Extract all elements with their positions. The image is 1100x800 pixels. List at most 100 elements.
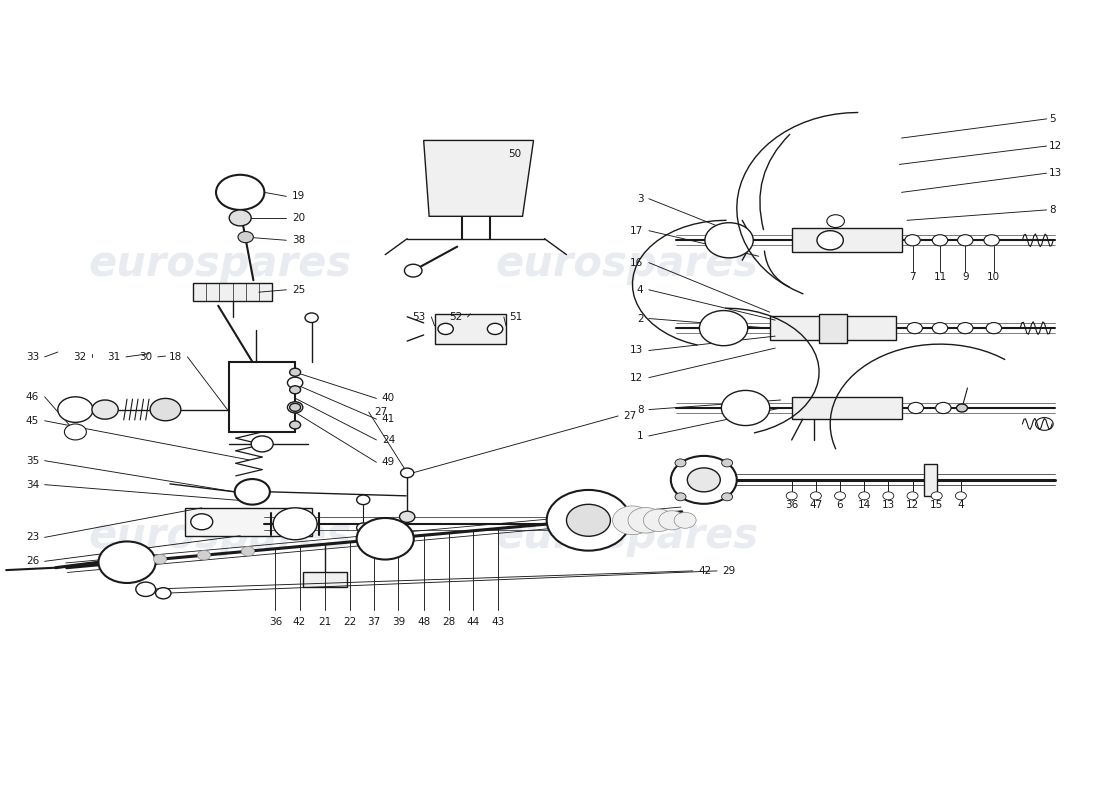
Circle shape	[905, 234, 921, 246]
Text: 10: 10	[988, 272, 1000, 282]
Text: 53: 53	[412, 312, 426, 322]
Text: 39: 39	[392, 617, 405, 627]
Circle shape	[487, 323, 503, 334]
Text: 34: 34	[26, 480, 40, 490]
Text: 52: 52	[449, 312, 462, 322]
Circle shape	[984, 234, 999, 246]
Circle shape	[835, 492, 846, 500]
Bar	[185, 508, 311, 536]
Text: 16: 16	[630, 258, 644, 268]
Text: 2ª: 2ª	[719, 318, 728, 327]
Text: RM: RM	[740, 410, 751, 417]
Circle shape	[58, 397, 94, 422]
Circle shape	[153, 554, 166, 564]
Text: 49: 49	[382, 458, 395, 467]
Text: 22: 22	[343, 617, 356, 627]
Circle shape	[155, 588, 170, 599]
Text: 1ª: 1ª	[741, 398, 750, 407]
Text: 48: 48	[417, 617, 430, 627]
Circle shape	[400, 468, 414, 478]
Circle shape	[405, 264, 422, 277]
Text: 9: 9	[962, 272, 969, 282]
Circle shape	[659, 510, 685, 530]
Text: 2: 2	[637, 314, 644, 323]
Text: eurospares: eurospares	[89, 514, 352, 557]
Circle shape	[613, 506, 652, 534]
Circle shape	[700, 310, 748, 346]
Polygon shape	[424, 141, 534, 216]
Text: 38: 38	[292, 235, 305, 246]
Text: 4: 4	[637, 285, 644, 294]
Circle shape	[859, 492, 870, 500]
Circle shape	[674, 512, 696, 528]
Bar	[924, 464, 937, 496]
Text: 46: 46	[26, 392, 40, 402]
Text: 20: 20	[292, 213, 305, 223]
Text: eurospares: eurospares	[495, 243, 759, 286]
Text: 7: 7	[910, 272, 916, 282]
Circle shape	[908, 322, 923, 334]
Circle shape	[356, 495, 370, 505]
Text: 13: 13	[882, 501, 895, 510]
Circle shape	[287, 377, 303, 388]
Text: 30: 30	[140, 352, 152, 362]
Circle shape	[135, 582, 155, 597]
Text: eurospares: eurospares	[495, 514, 759, 557]
Text: 35: 35	[26, 456, 40, 466]
Circle shape	[197, 550, 210, 560]
Circle shape	[811, 492, 822, 500]
Text: 8: 8	[637, 405, 644, 414]
Circle shape	[356, 523, 370, 533]
Text: 27: 27	[624, 411, 637, 421]
Circle shape	[251, 436, 273, 452]
Circle shape	[986, 322, 1001, 334]
Text: 32: 32	[73, 352, 87, 362]
Text: 42: 42	[293, 617, 306, 627]
Text: 17: 17	[630, 226, 644, 236]
Circle shape	[438, 323, 453, 334]
Bar	[302, 572, 346, 586]
Text: 45: 45	[26, 416, 40, 426]
Circle shape	[150, 398, 180, 421]
Text: 12: 12	[630, 373, 644, 382]
Circle shape	[289, 368, 300, 376]
Text: 27: 27	[374, 407, 387, 417]
Text: 6: 6	[837, 501, 844, 510]
Text: 11: 11	[934, 272, 947, 282]
Circle shape	[644, 509, 674, 531]
Circle shape	[675, 493, 686, 501]
Circle shape	[675, 459, 686, 467]
Text: 4ª: 4ª	[725, 230, 734, 239]
Text: 33: 33	[26, 352, 40, 362]
Bar	[192, 283, 272, 301]
Circle shape	[722, 459, 733, 467]
Circle shape	[289, 421, 300, 429]
Text: 12: 12	[906, 501, 920, 510]
Text: 15: 15	[931, 501, 944, 510]
Circle shape	[957, 404, 968, 412]
Text: 43: 43	[492, 617, 505, 627]
Circle shape	[284, 514, 306, 530]
Text: 21: 21	[318, 617, 331, 627]
Circle shape	[671, 456, 737, 504]
Text: 47: 47	[810, 501, 823, 510]
Text: 3ª: 3ª	[719, 330, 728, 338]
Text: 37: 37	[367, 617, 381, 627]
Text: 41: 41	[382, 414, 395, 424]
Circle shape	[216, 174, 264, 210]
Text: 1: 1	[637, 431, 644, 441]
Text: 4: 4	[958, 501, 965, 510]
Polygon shape	[770, 316, 896, 340]
Text: eurospares: eurospares	[89, 243, 352, 286]
Circle shape	[238, 231, 253, 242]
Text: 26: 26	[26, 556, 40, 566]
Circle shape	[936, 402, 952, 414]
Polygon shape	[792, 397, 902, 419]
Text: 42: 42	[698, 566, 712, 576]
Circle shape	[547, 490, 630, 550]
Text: 14: 14	[858, 501, 871, 510]
Text: 13: 13	[1048, 168, 1062, 178]
Text: 5: 5	[1048, 114, 1055, 124]
Text: 3: 3	[637, 194, 644, 204]
Text: 24: 24	[382, 435, 395, 445]
